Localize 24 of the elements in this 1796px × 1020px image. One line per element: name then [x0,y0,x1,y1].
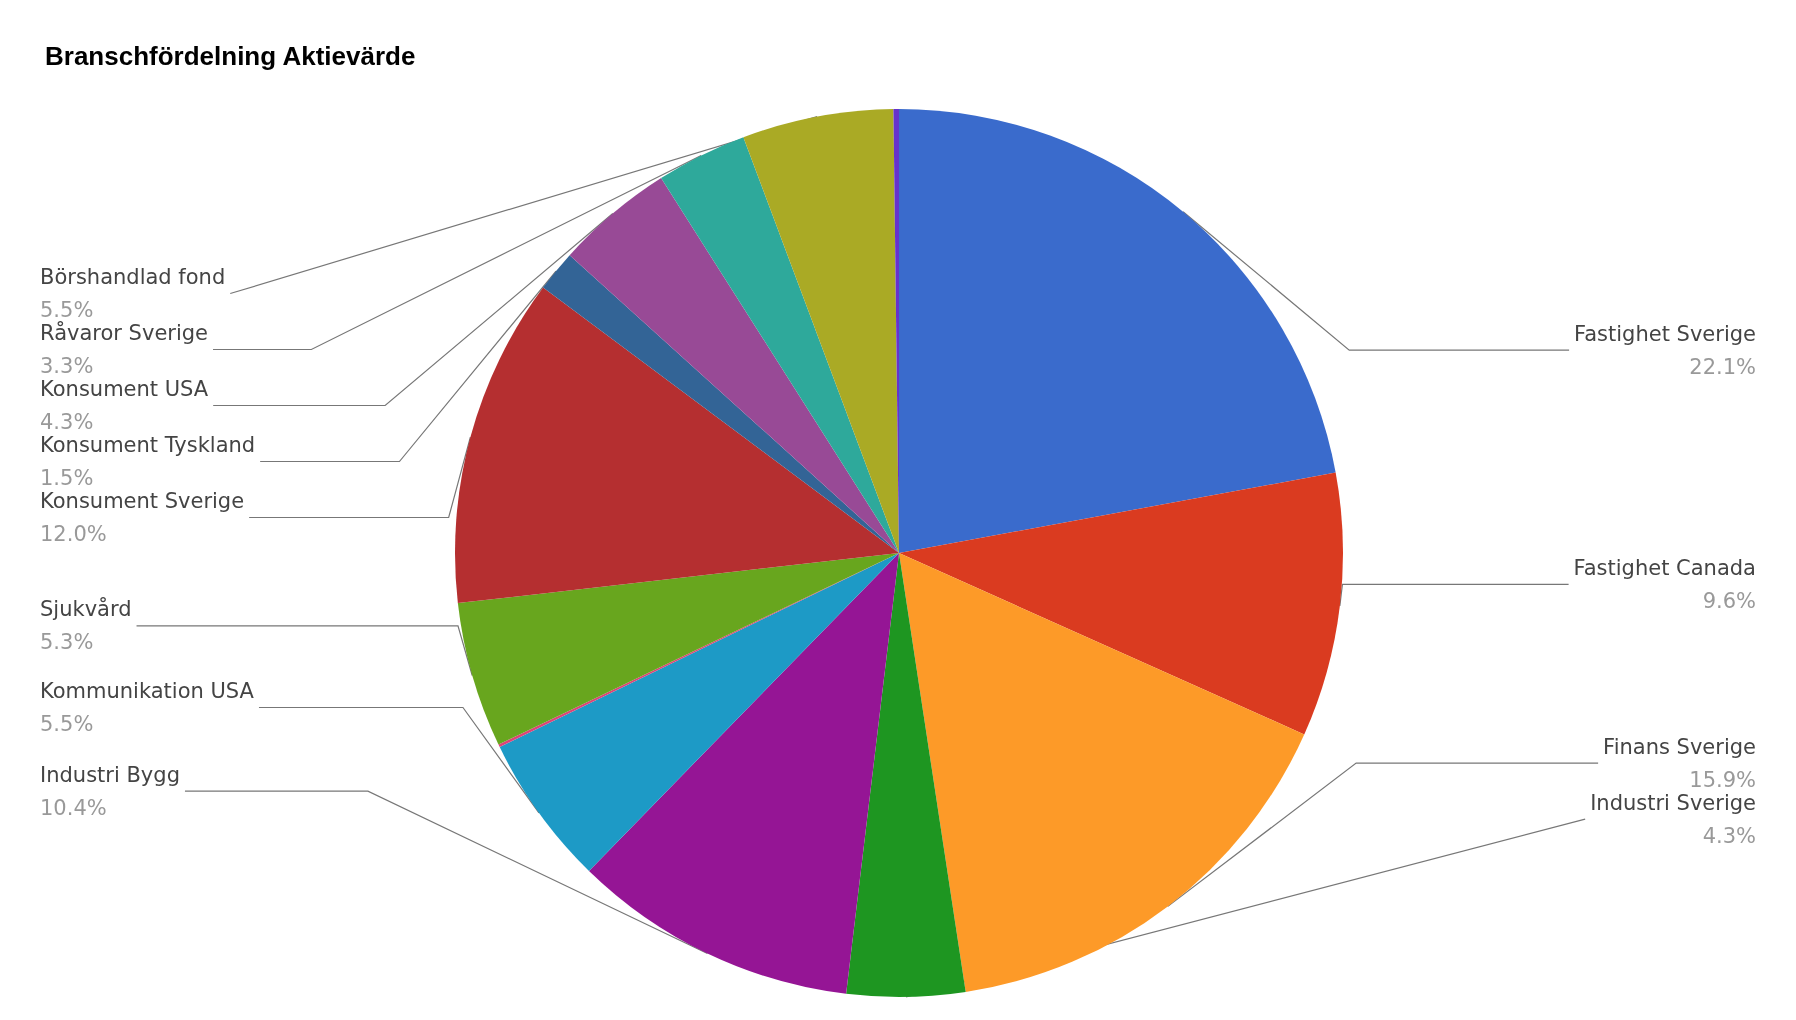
slice-label: Konsument USA [40,377,209,402]
data-label: 12.0% [40,522,107,547]
data-label: 22.1% [1689,354,1756,379]
slice-label: Sjukvård [40,596,132,622]
data-label: 4.3% [1702,823,1756,848]
data-label: 15.9% [1689,767,1756,792]
chart-title: Branschfördelning Aktievärde [45,41,416,71]
slice-label: Fastighet Sverige [1574,321,1756,346]
data-label: 5.3% [40,630,94,655]
slice-label: Konsument Tyskland [40,433,256,458]
data-label: 1.5% [40,466,94,491]
data-label: 10.4% [40,795,107,820]
data-label: 5.5% [40,712,94,736]
slice-label: Fastighet Canada [1573,555,1756,580]
slice-label: Konsument Sverige [40,489,245,514]
data-label: 3.3% [40,354,94,379]
slice-label: Industri Bygg [40,762,180,787]
slice-label: Råvaror Sverige [40,320,209,346]
slice-label: Kommunikation USA [40,679,255,703]
slice-label: Finans Sverige [1603,734,1756,759]
data-label: 4.3% [40,410,94,435]
slice-label: Industri Sverige [1590,790,1756,815]
data-label: 9.6% [1702,588,1756,613]
slice-label: Börshandlad fond [40,265,226,290]
